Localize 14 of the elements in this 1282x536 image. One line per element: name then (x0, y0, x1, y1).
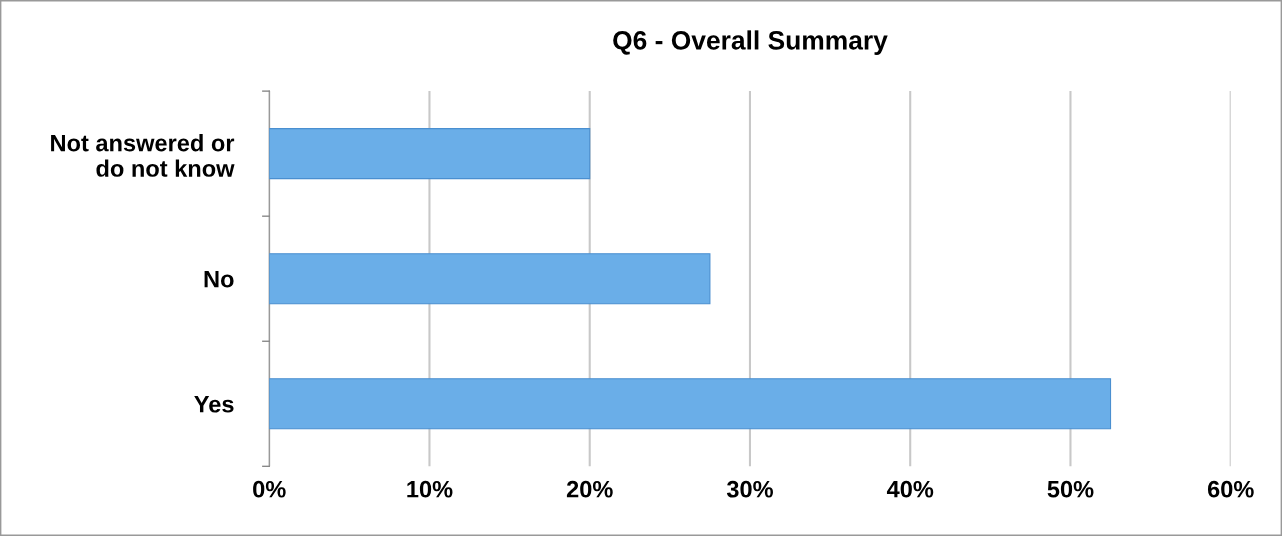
y-tick-label: Not answered or do not know (51, 134, 235, 177)
y-tick-label: No (204, 271, 234, 288)
x-tick-label: 10% (407, 480, 453, 498)
x-tick-label: 40% (886, 480, 934, 498)
y-tick-label: Yes (194, 396, 234, 413)
x-tick-label: 20% (566, 480, 613, 498)
x-tick-label: 60% (1207, 480, 1254, 498)
x-tick-label: 0% (253, 480, 286, 498)
bar (269, 378, 1112, 430)
bar (269, 128, 591, 180)
x-tick-label: 30% (726, 480, 773, 498)
chart-title: Q6 - Overall Summary (613, 30, 888, 55)
bar (269, 253, 711, 305)
x-tick-label: 50% (1047, 480, 1094, 498)
